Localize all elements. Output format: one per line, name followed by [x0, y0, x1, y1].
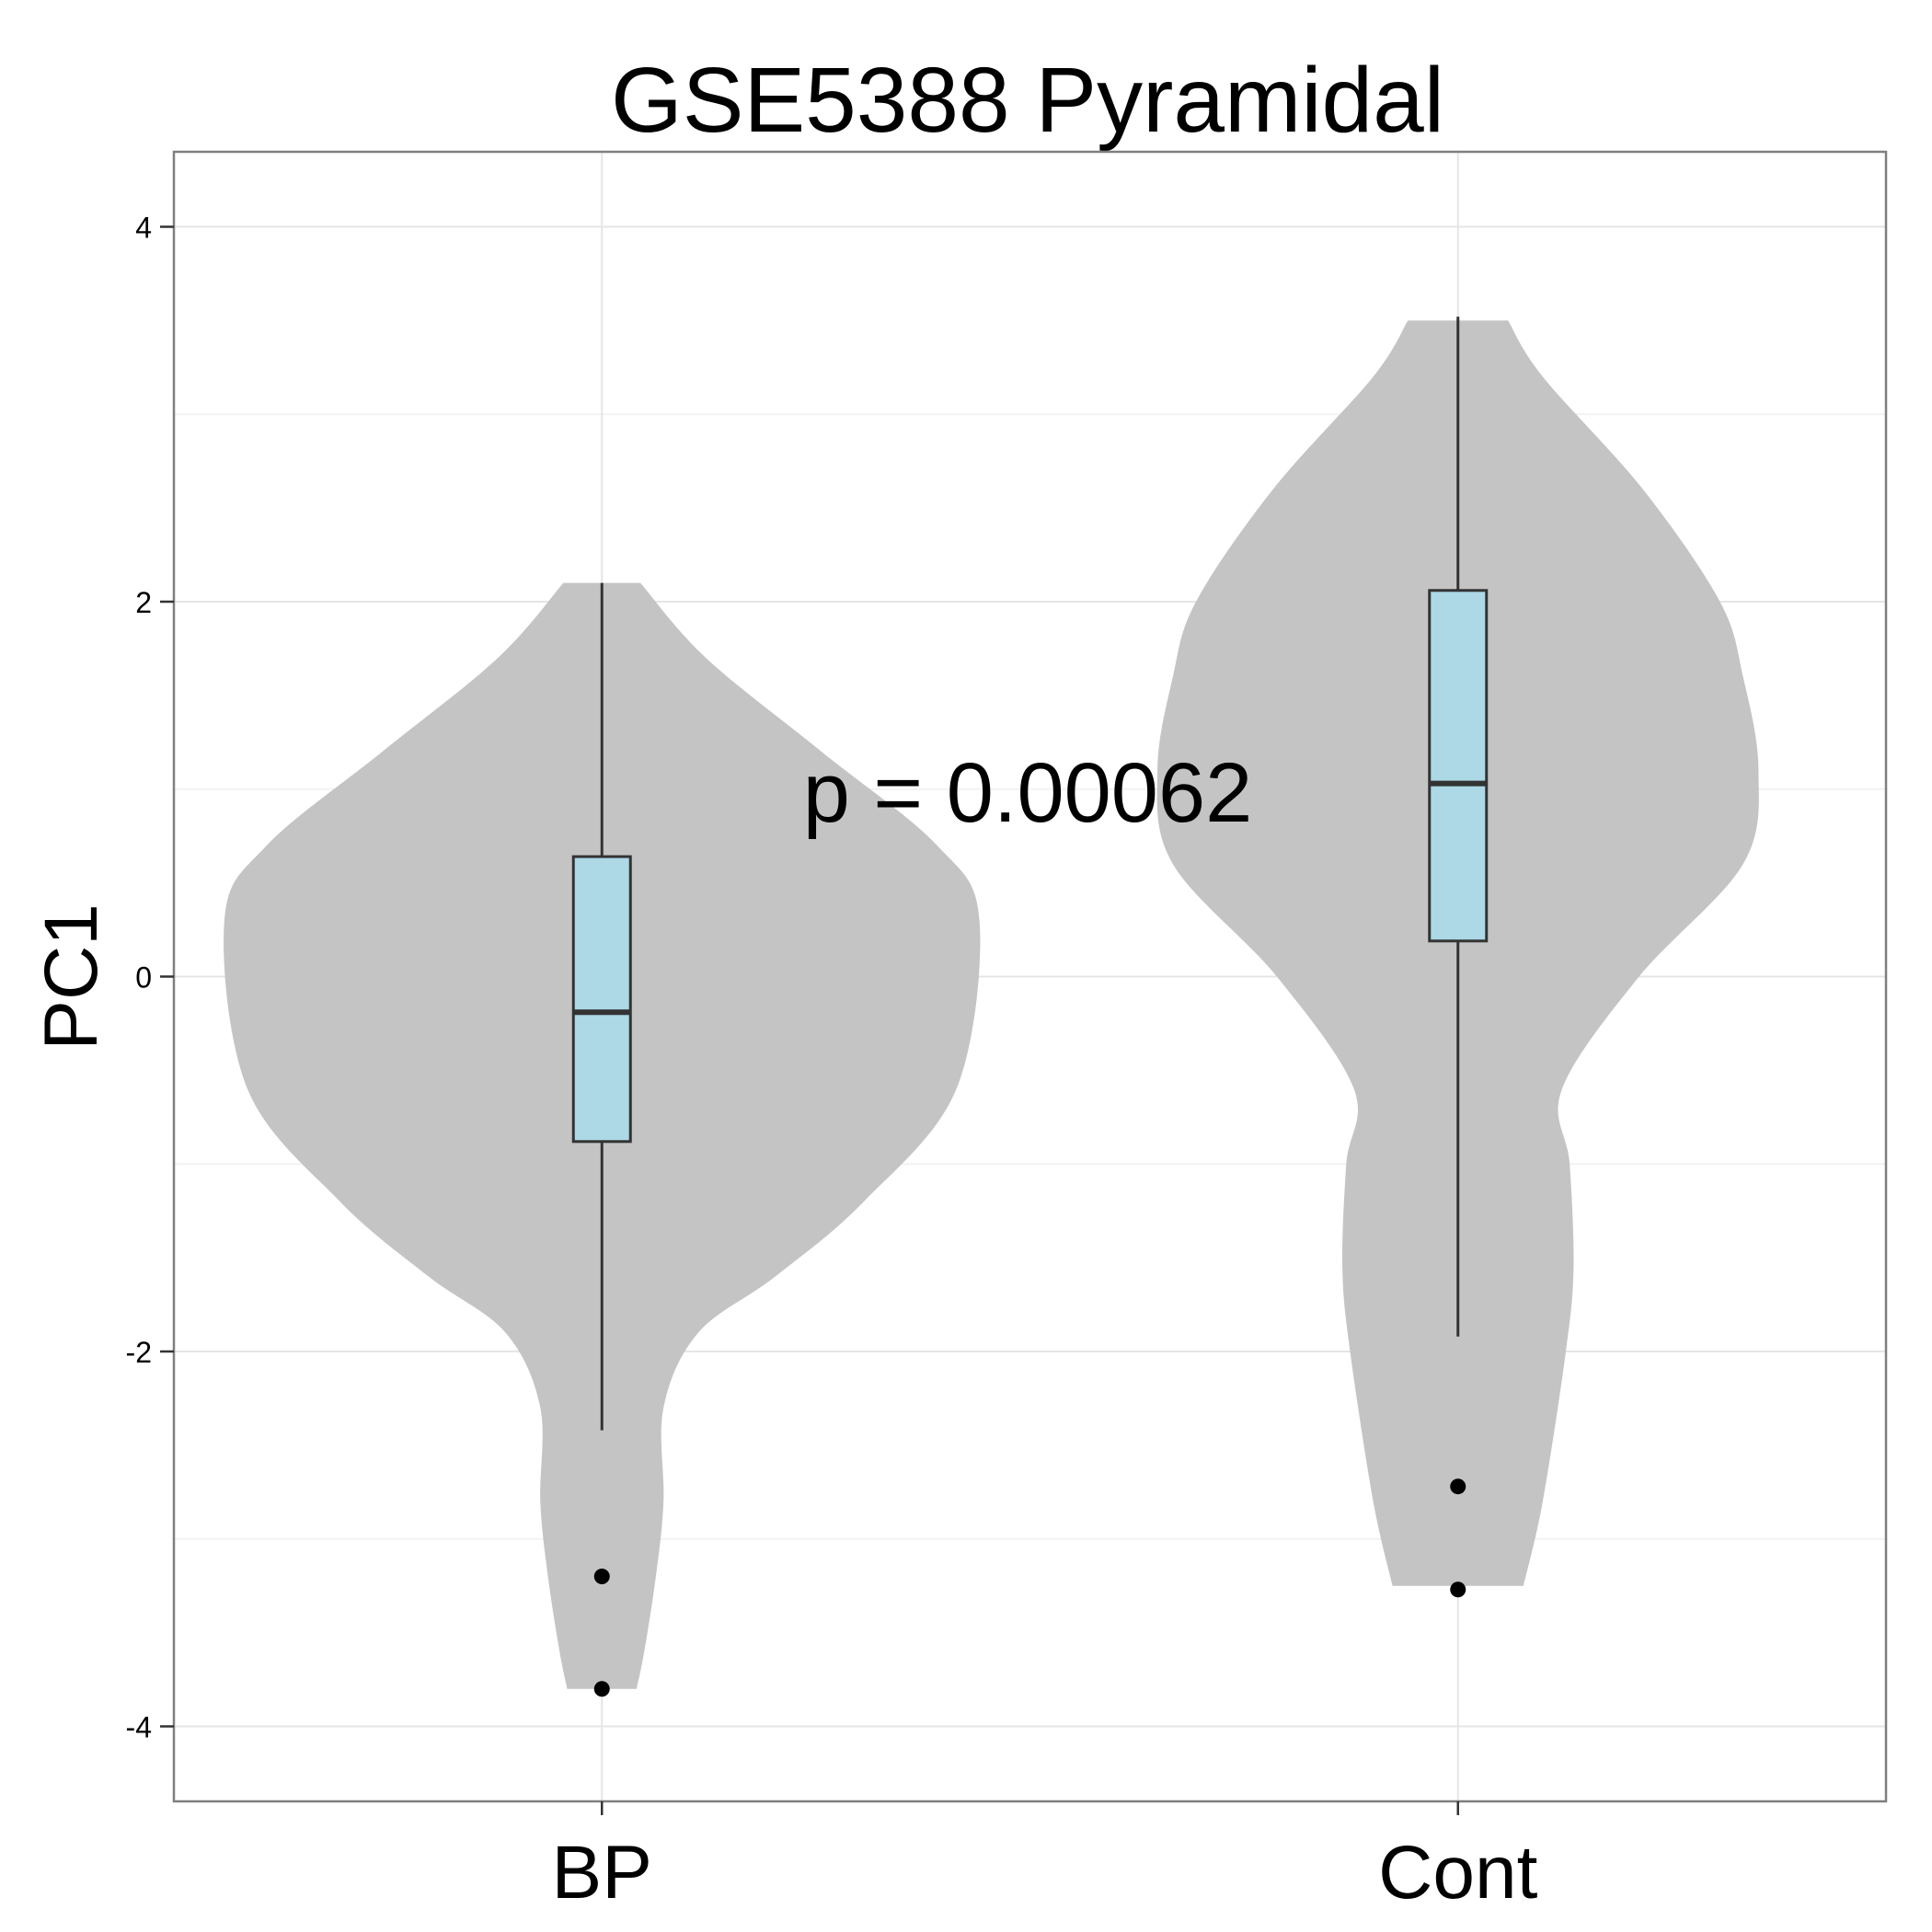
x-tick-label: Cont	[1378, 1831, 1537, 1915]
p-value-annotation: p = 0.00062	[803, 746, 1253, 840]
outlier-point	[593, 1569, 610, 1584]
y-tick-label: 4	[135, 212, 152, 245]
violin-layer	[224, 320, 1759, 1689]
y-tick-label: -4	[126, 1711, 152, 1744]
outlier-point	[593, 1681, 610, 1697]
box-iqr	[571, 855, 632, 1144]
axis-layer: -4 -2 0 2 4 BP Cont	[126, 212, 1538, 1915]
y-tick-label: 2	[135, 586, 152, 619]
outlier-point	[1450, 1478, 1466, 1495]
x-tick-label: BP	[552, 1831, 652, 1915]
chart-title: GSE5388 Pyramidal	[611, 49, 1444, 152]
y-axis-title: PC1	[29, 903, 113, 1051]
outlier-point	[1450, 1581, 1466, 1598]
box-iqr	[1428, 589, 1489, 943]
y-tick-label: -2	[126, 1336, 152, 1369]
y-tick-label: 0	[135, 961, 152, 995]
box-layer	[571, 316, 1489, 1697]
